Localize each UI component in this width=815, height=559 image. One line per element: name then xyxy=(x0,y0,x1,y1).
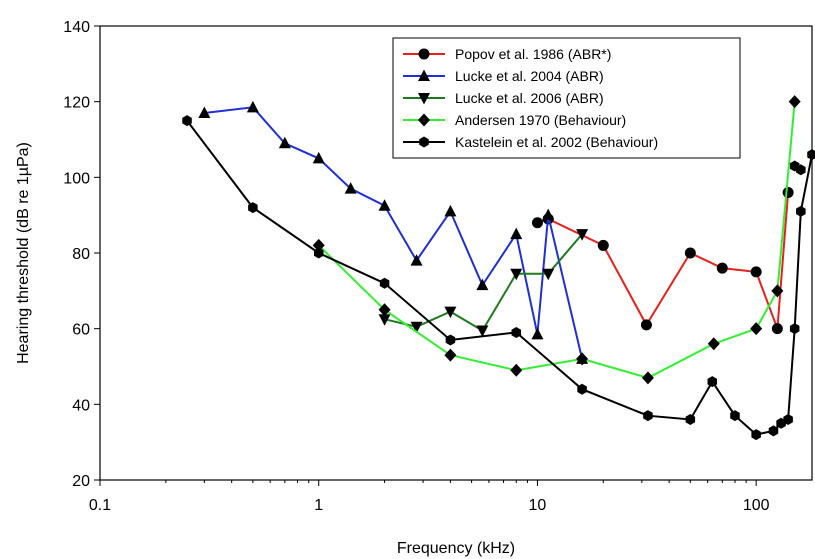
series-line xyxy=(186,119,813,436)
data-point xyxy=(707,337,720,351)
data-point xyxy=(707,376,718,388)
data-point xyxy=(445,334,456,346)
data-point xyxy=(640,319,652,331)
data-point xyxy=(782,186,794,198)
data-point xyxy=(510,268,523,281)
legend-label: Kastelein et al. 2002 (Behaviour) xyxy=(455,134,658,150)
legend-swatch-marker xyxy=(419,136,429,148)
data-point xyxy=(597,239,609,251)
data-point xyxy=(198,106,211,119)
data-point xyxy=(510,363,523,377)
series-3 xyxy=(312,95,801,385)
y-tick-label: 80 xyxy=(72,246,90,263)
data-point xyxy=(312,151,325,164)
series-5 xyxy=(789,160,806,176)
series-0 xyxy=(531,186,794,335)
data-point xyxy=(531,217,543,229)
y-tick-label: 60 xyxy=(72,322,90,339)
data-point xyxy=(444,348,457,362)
x-axis-title: Frequency (kHz) xyxy=(397,540,515,557)
data-point xyxy=(783,413,793,425)
series-4 xyxy=(182,115,815,441)
data-point xyxy=(444,204,457,217)
legend-box xyxy=(392,37,741,159)
data-point xyxy=(685,413,696,425)
axes: Frequency (kHz) Hearing threshold (dB re… xyxy=(15,19,813,557)
y-tick-label: 20 xyxy=(72,473,90,490)
series-line xyxy=(537,192,790,330)
data-point xyxy=(378,303,391,317)
data-point xyxy=(751,429,761,441)
data-point xyxy=(542,208,555,221)
data-point xyxy=(577,383,587,395)
data-point xyxy=(730,410,740,422)
data-point xyxy=(643,410,653,422)
data-point xyxy=(716,262,728,274)
x-tick-label: 10 xyxy=(529,497,547,514)
data-point xyxy=(788,95,801,109)
data-point xyxy=(246,100,259,113)
data-point xyxy=(476,325,489,338)
y-tick-label: 100 xyxy=(63,170,90,187)
data-point xyxy=(510,227,523,240)
data-point xyxy=(476,278,489,291)
data-point xyxy=(684,247,696,259)
data-point xyxy=(576,229,589,241)
legend-swatch-marker xyxy=(418,93,430,105)
legend-swatch-marker xyxy=(418,113,430,127)
data-point xyxy=(313,247,324,259)
legend-swatch-marker xyxy=(418,69,430,81)
data-point xyxy=(278,136,291,149)
series-1 xyxy=(198,100,589,364)
data-point xyxy=(312,238,325,252)
series-line xyxy=(318,101,796,379)
series-2 xyxy=(378,229,589,338)
y-tick-label: 40 xyxy=(72,397,90,414)
y-tick-label: 120 xyxy=(63,95,90,112)
legend: Popov et al. 1986 (ABR*) Lucke et al. 200… xyxy=(392,37,741,159)
data-point xyxy=(750,266,762,278)
data-point xyxy=(410,254,423,266)
legend-label: Lucke et al. 2004 (ABR) xyxy=(455,68,604,84)
legend-label: Popov et al. 1986 (ABR*) xyxy=(455,46,611,62)
data-point xyxy=(379,277,390,289)
y-tick-label: 140 xyxy=(63,19,90,36)
plot-area xyxy=(182,95,815,441)
data-point xyxy=(182,115,192,127)
data-point xyxy=(344,182,357,194)
data-point xyxy=(796,164,806,176)
data-point xyxy=(771,284,784,298)
data-point xyxy=(796,205,806,217)
data-point xyxy=(576,352,589,366)
legend-label: Lucke et al. 2006 (ABR) xyxy=(455,90,604,106)
data-point xyxy=(542,268,555,281)
y-axis-title: Hearing threshold (dB re 1µPa) xyxy=(15,142,32,364)
data-point xyxy=(378,314,391,326)
data-point xyxy=(248,202,258,214)
data-point xyxy=(511,326,522,338)
legend-swatch-marker xyxy=(418,48,430,60)
data-point xyxy=(531,327,544,340)
data-point xyxy=(807,149,815,161)
data-point xyxy=(410,321,423,334)
x-tick-label: 0.1 xyxy=(89,497,111,514)
data-point xyxy=(771,323,783,335)
data-point xyxy=(641,371,654,385)
data-point xyxy=(789,323,800,335)
data-point xyxy=(378,199,391,211)
x-tick-label: 100 xyxy=(743,497,770,514)
data-point xyxy=(750,322,763,336)
data-point xyxy=(444,306,457,319)
data-point xyxy=(768,425,779,437)
legend-label: Andersen 1970 (Behaviour) xyxy=(455,112,626,128)
x-tick-label: 1 xyxy=(314,497,323,514)
